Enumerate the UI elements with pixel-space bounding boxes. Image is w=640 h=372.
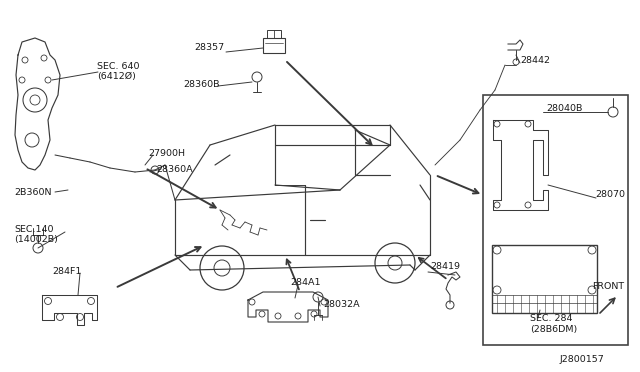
Text: SEC. 640: SEC. 640: [97, 62, 140, 71]
Bar: [492, 245, 597, 313]
Text: 284F1: 284F1: [52, 267, 81, 276]
Text: 27900H: 27900H: [148, 149, 185, 158]
Bar: [483, 95, 628, 345]
Text: SEC.140: SEC.140: [14, 225, 54, 234]
Text: J2800157: J2800157: [560, 355, 605, 364]
Text: 284A1: 284A1: [290, 278, 321, 287]
Text: 28032A: 28032A: [323, 300, 360, 309]
Text: (6412Ø): (6412Ø): [97, 72, 136, 81]
Text: FRONT: FRONT: [592, 282, 624, 291]
Bar: [263, 38, 285, 53]
Text: 28360A: 28360A: [156, 165, 193, 174]
Text: 28442: 28442: [520, 56, 550, 65]
Text: 28357: 28357: [194, 43, 224, 52]
Text: 28070: 28070: [595, 190, 625, 199]
Text: (28B6DM): (28B6DM): [530, 325, 577, 334]
Text: 28360B: 28360B: [183, 80, 220, 89]
Text: 2B360N: 2B360N: [14, 188, 51, 197]
Text: SEC. 284: SEC. 284: [530, 314, 573, 323]
Text: 28040B: 28040B: [546, 104, 582, 113]
Text: (14002B): (14002B): [14, 235, 58, 244]
Bar: [267, 30, 281, 38]
Text: 28419: 28419: [430, 262, 460, 271]
